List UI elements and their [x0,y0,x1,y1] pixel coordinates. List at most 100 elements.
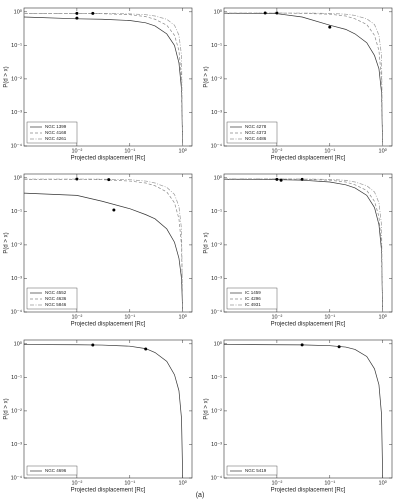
legend-label: IC 1459 [245,290,261,295]
marker-dot [275,177,279,181]
series-line [224,178,384,313]
panel: 10⁻² 10⁻¹ 10⁰ 10⁻⁴ 10⁻³ 10⁻² 10⁻¹ 10⁰ Projected … [4,7,193,162]
y-tick-label: 10⁻¹ [211,375,222,381]
y-tick-label: 10⁻⁴ [11,474,23,481]
y-tick-label: 10⁰ [14,174,23,181]
marker-dot [75,11,79,15]
marker-dot [91,343,95,347]
panel: 10⁻² 10⁻¹ 10⁰ 10⁻⁴ 10⁻³ 10⁻² 10⁻¹ 10⁰ Projected … [204,339,393,494]
legend-label: NGC 1399 [45,124,67,129]
marker-dot [75,16,79,20]
panel: 10⁻² 10⁻¹ 10⁰ 10⁻⁴ 10⁻³ 10⁻² 10⁻¹ 10⁰ Projected … [4,173,193,328]
y-tick-label: 10⁻³ [11,110,22,116]
marker-dot [144,347,148,351]
x-tick-label: 10⁻² [271,314,282,320]
legend-label: NGC 5419 [245,468,267,473]
marker-dot [279,178,283,182]
y-tick-label: 10⁻¹ [11,43,22,49]
x-tick-label: 10⁰ [179,147,188,154]
plot-frame [223,339,393,479]
x-tick-label: 10⁻¹ [124,148,135,154]
x-axis-label: Projected displacement [Rc] [271,322,346,328]
x-tick-label: 10⁻¹ [324,314,335,320]
marker-dot [328,25,332,29]
marker-dot [275,11,279,15]
legend-label: NGC 4168 [45,130,67,135]
legend-label: NGC 4552 [45,290,67,295]
legend-label: NGC 4486 [245,136,267,141]
legend-box [226,465,278,476]
legend-label: IC 4296 [245,296,261,301]
y-tick-label: 10⁻² [11,76,22,82]
series-line [24,178,184,313]
y-tick-label: 10⁻³ [211,276,222,282]
y-tick-label: 10⁻¹ [11,375,22,381]
y-tick-label: 10⁻⁴ [211,474,223,481]
marker-dot [263,11,267,15]
y-axis-label: P(d > x) [204,232,210,253]
y-tick-label: 10⁻⁴ [11,142,23,149]
series-line [223,344,384,479]
series-line [24,179,184,313]
y-tick-label: 10⁻³ [211,442,222,448]
y-tick-label: 10⁰ [214,340,223,347]
y-tick-label: 10⁻¹ [211,43,222,49]
legend-label: NGC 5846 [45,302,67,307]
y-tick-label: 10⁻¹ [211,209,222,215]
marker-dot [107,178,111,182]
y-tick-label: 10⁻² [211,242,222,248]
x-tick-label: 10⁻² [271,480,282,486]
x-tick-label: 10⁻¹ [124,314,135,320]
x-tick-label: 10⁻² [71,314,82,320]
marker-dot [75,177,79,181]
y-tick-label: 10⁻³ [11,442,22,448]
y-axis-label: P(d > x) [204,398,210,419]
series-line [223,179,384,313]
marker-dot [300,343,304,347]
marker-dot [91,11,95,15]
plot-frame [23,339,193,479]
legend-box [26,465,78,476]
x-axis-label: Projected displacement [Rc] [71,488,146,494]
x-tick-label: 10⁰ [379,313,388,320]
panel: 10⁻² 10⁻¹ 10⁰ 10⁻⁴ 10⁻³ 10⁻² 10⁻¹ 10⁰ Projected … [4,339,193,494]
y-tick-label: 10⁻² [211,76,222,82]
y-tick-label: 10⁻² [211,408,222,414]
legend-label: NGC 4278 [245,124,267,129]
x-tick-label: 10⁻² [271,148,282,154]
x-tick-label: 10⁻² [71,480,82,486]
y-tick-label: 10⁻⁴ [11,308,23,315]
legend-label: NGC 4636 [45,296,67,301]
legend-label: NGC 4373 [245,130,267,135]
legend-label: NGC 4696 [45,468,67,473]
y-tick-label: 10⁻⁴ [211,142,223,149]
x-tick-label: 10⁰ [379,147,388,154]
panel: 10⁻² 10⁻¹ 10⁰ 10⁻⁴ 10⁻³ 10⁻² 10⁻¹ 10⁰ Projected … [204,7,393,162]
marker-dot [112,208,116,212]
x-tick-label: 10⁰ [179,313,188,320]
y-tick-label: 10⁰ [14,8,23,15]
y-tick-label: 10⁰ [214,8,223,15]
x-tick-label: 10⁰ [179,479,188,486]
y-axis-label: P(d > x) [4,66,10,87]
series-line [224,12,384,147]
x-axis-label: Projected displacement [Rc] [271,488,346,494]
series-line [24,13,184,147]
series-line [23,192,184,313]
x-tick-label: 10⁻¹ [324,148,335,154]
x-axis-label: Projected displacement [Rc] [71,156,146,162]
y-axis-label: P(d > x) [204,66,210,87]
y-tick-label: 10⁻² [11,408,22,414]
x-axis-label: Projected displacement [Rc] [271,156,346,162]
y-tick-label: 10⁻³ [11,276,22,282]
x-tick-label: 10⁻¹ [124,480,135,486]
series-line [224,12,384,147]
legend-label: IC 4931 [245,302,261,307]
y-axis-label: P(d > x) [4,398,10,419]
x-axis-label: Projected displacement [Rc] [71,322,146,328]
y-axis-label: P(d > x) [4,232,10,253]
caption: (a) [196,492,205,499]
x-tick-label: 10⁻² [71,148,82,154]
